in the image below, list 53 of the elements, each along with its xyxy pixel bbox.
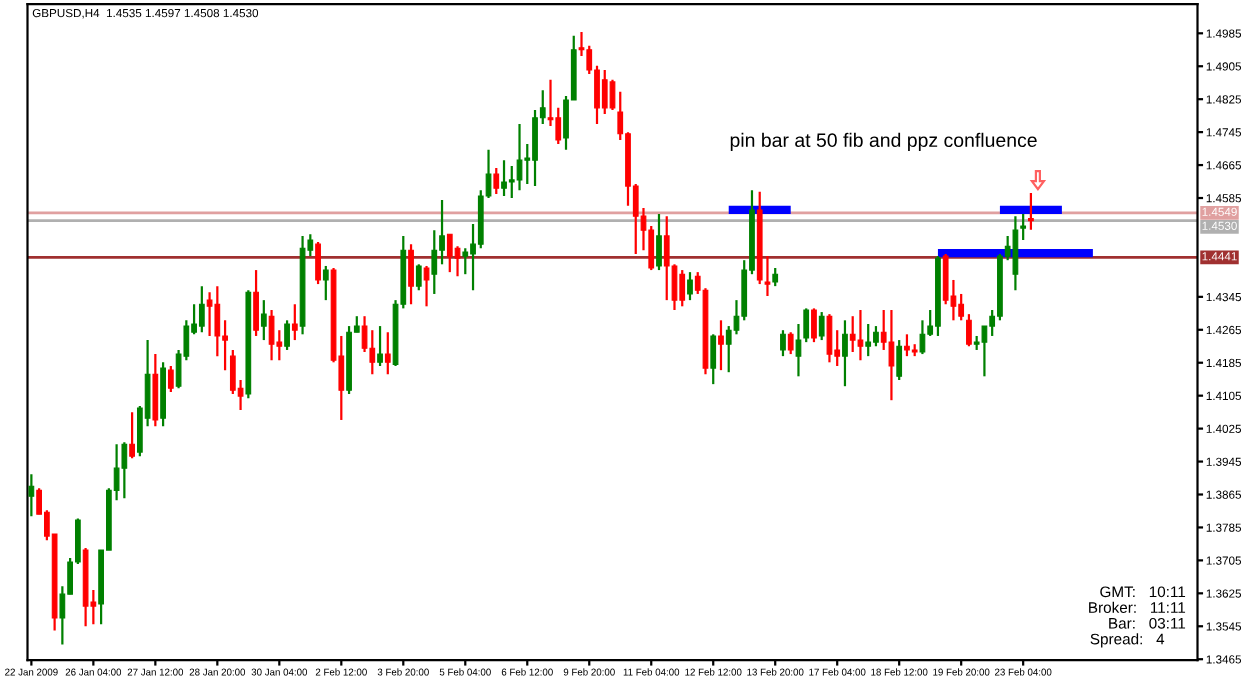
- candlestick: [129, 411, 135, 460]
- candlestick: [501, 159, 507, 198]
- candlestick: [446, 233, 453, 274]
- candlestick: [679, 268, 686, 308]
- candlestick: [462, 247, 469, 276]
- candlestick: [849, 315, 856, 354]
- candlestick: [415, 263, 422, 292]
- candlestick: [268, 308, 275, 362]
- annotation: pin bar at 50 fib and ppz confluence: [730, 132, 1037, 151]
- candlestick: [322, 264, 329, 302]
- candlestick: [167, 364, 174, 394]
- candlestick: [423, 264, 430, 308]
- candlestick: [896, 338, 903, 382]
- candlestick: [315, 240, 321, 286]
- candlestick: [966, 313, 972, 348]
- candlestick: [291, 303, 298, 342]
- candlestick: [284, 319, 290, 352]
- candlestick: [787, 331, 794, 356]
- candlestick: [121, 441, 128, 500]
- candlestick: [601, 68, 608, 116]
- candlestick: [152, 352, 159, 428]
- candlestick: [663, 215, 670, 302]
- candlestick: [826, 313, 833, 364]
- candlestick: [718, 319, 724, 372]
- candlestick: [260, 299, 267, 342]
- candlestick: [1012, 215, 1019, 292]
- candlestick: [28, 473, 35, 518]
- candlestick: [656, 212, 662, 272]
- candlestick: [904, 333, 910, 358]
- candlestick: [408, 243, 414, 306]
- candlestick: [532, 108, 538, 188]
- candlestick: [873, 324, 879, 348]
- candlestick: [377, 324, 383, 368]
- candlestick: [493, 166, 500, 196]
- candlestick: [198, 285, 205, 334]
- candlestick: [818, 310, 825, 342]
- candlestick: [842, 319, 848, 388]
- candlestick: [888, 308, 895, 402]
- candlestick: [687, 271, 693, 302]
- candlestick: [857, 308, 864, 362]
- candlestick: [516, 122, 523, 192]
- candlestick: [780, 329, 786, 358]
- candlestick: [384, 331, 391, 376]
- candlestick: [811, 307, 817, 344]
- candlestick: [431, 229, 438, 296]
- candlestick: [919, 319, 926, 356]
- candlestick: [710, 333, 717, 386]
- candlestick: [772, 266, 779, 288]
- candlestick: [214, 285, 221, 358]
- candlestick: [865, 322, 872, 358]
- candlestick: [1028, 191, 1034, 231]
- candlestick: [253, 268, 259, 338]
- candlestick: [981, 324, 988, 378]
